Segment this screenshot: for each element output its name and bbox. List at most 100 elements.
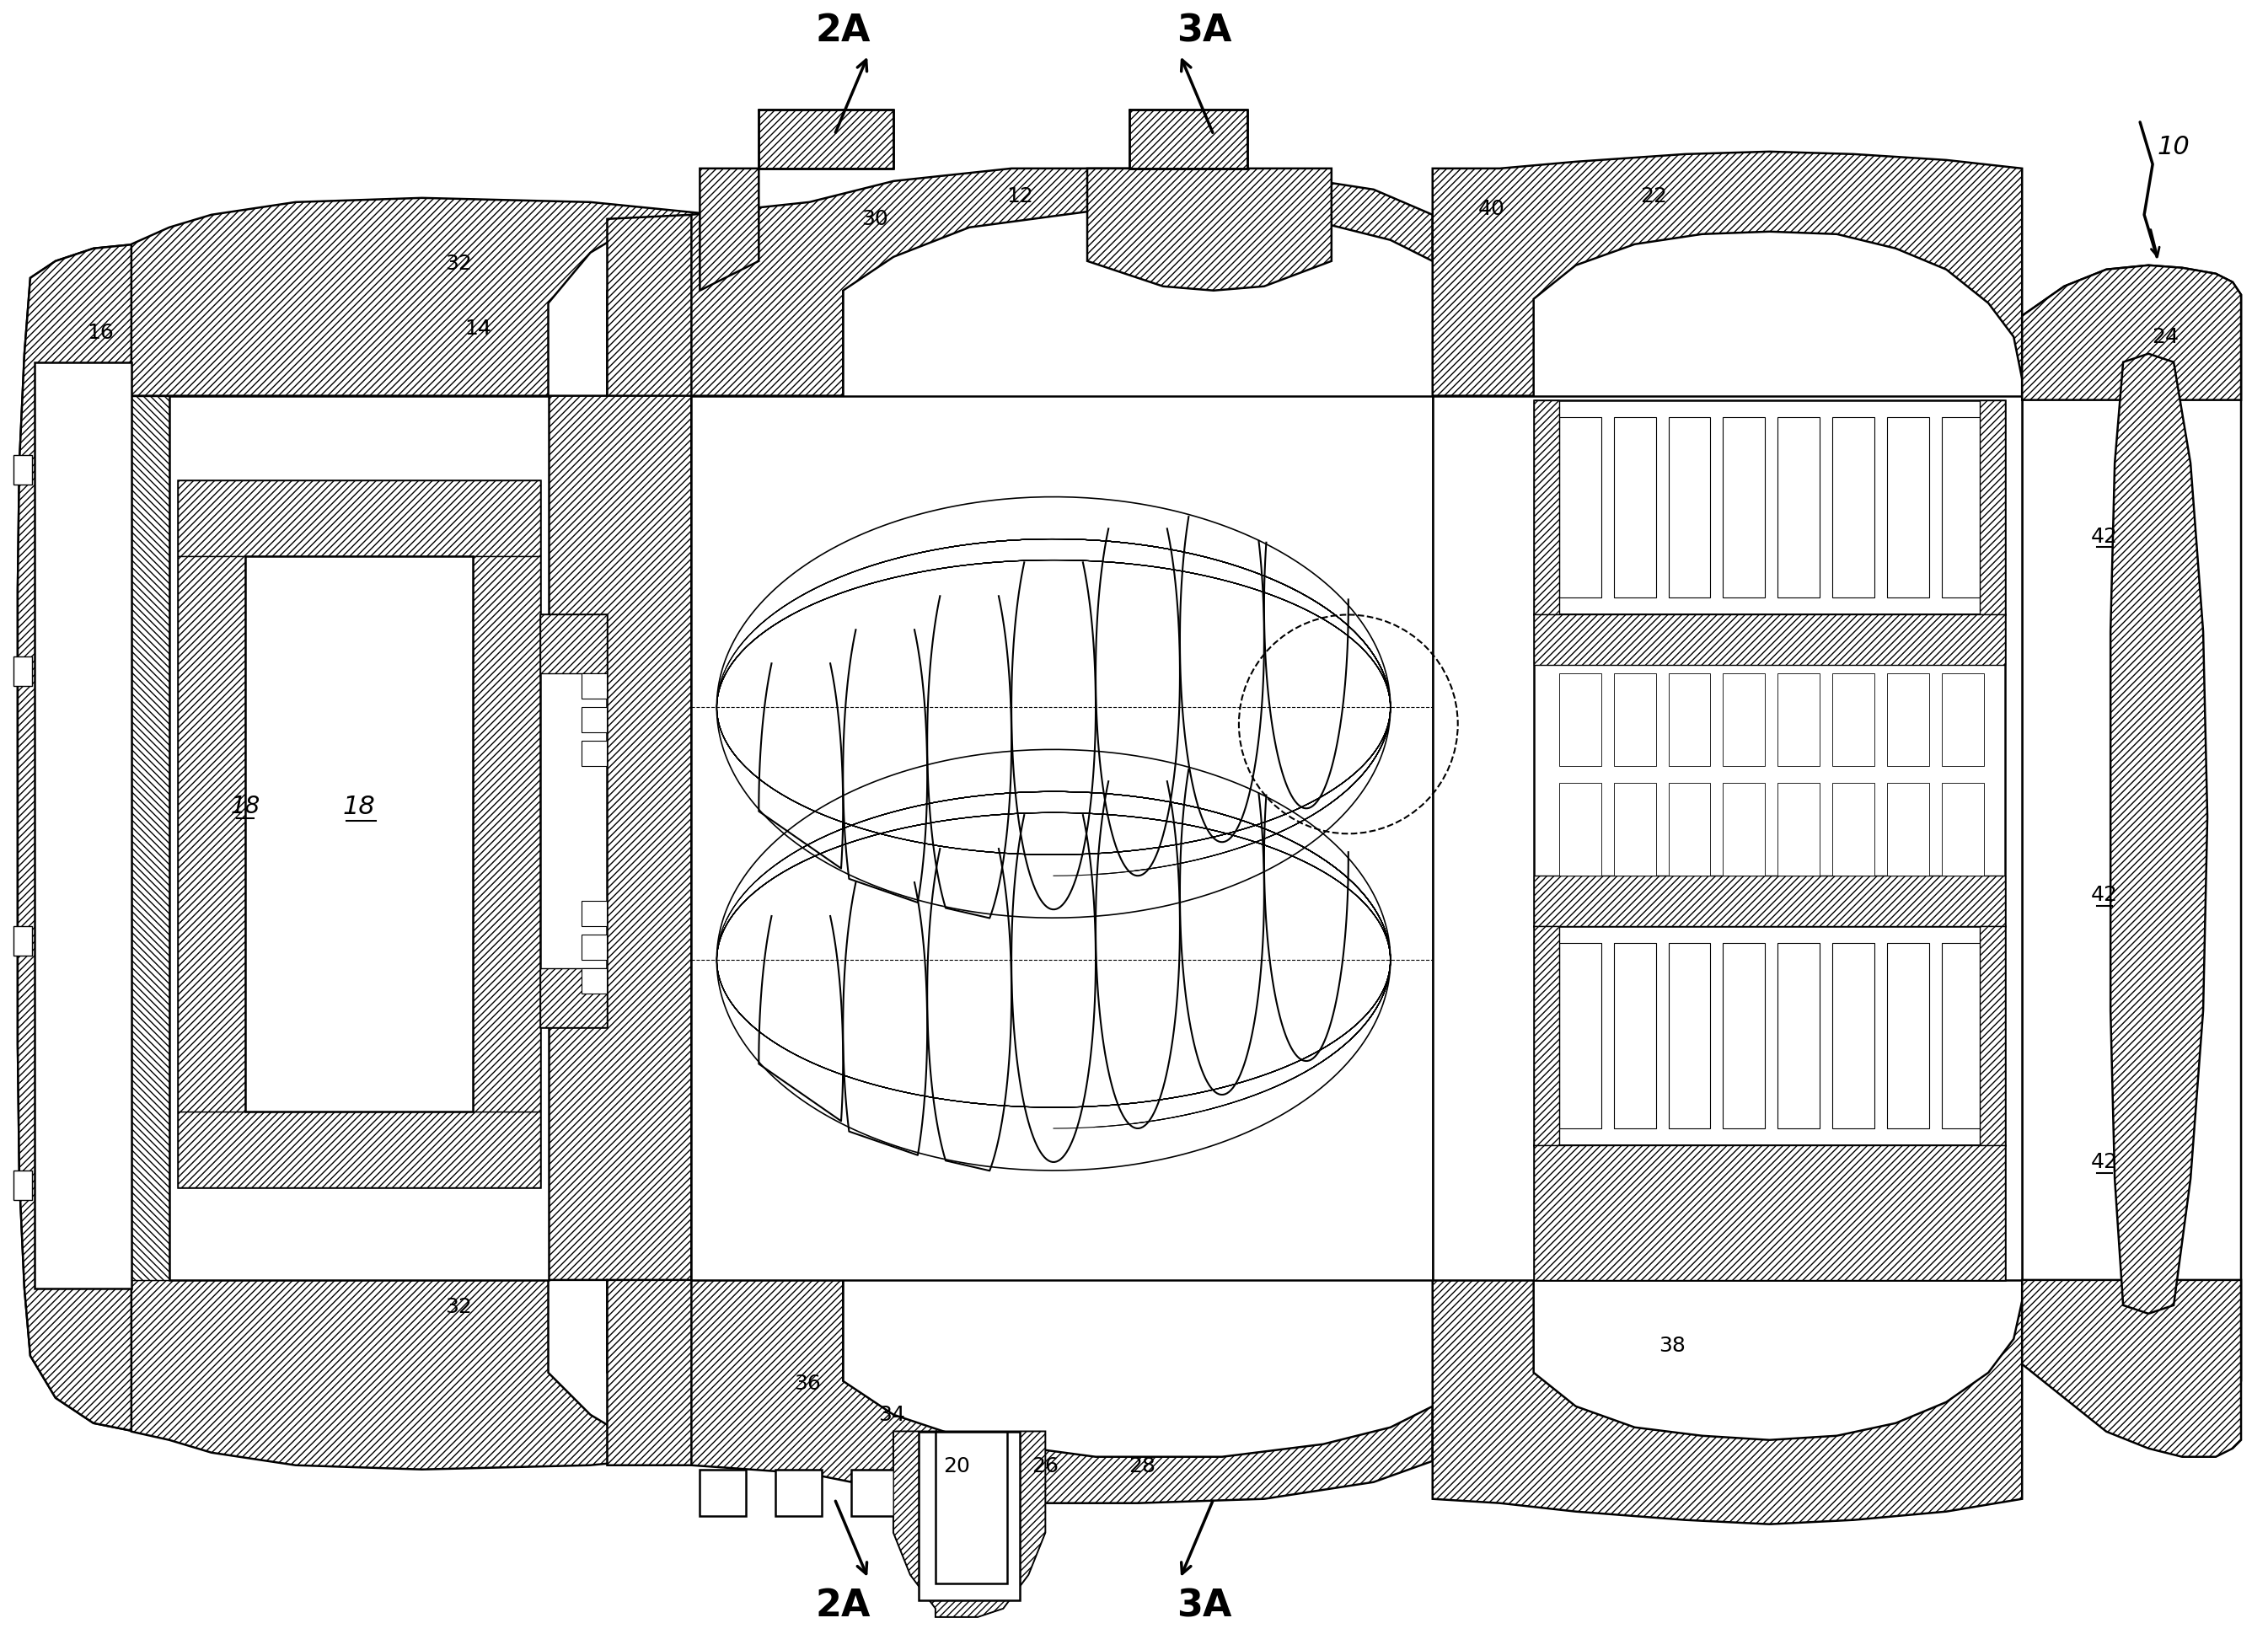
Polygon shape xyxy=(1433,395,2023,1279)
Polygon shape xyxy=(1433,152,2023,400)
Polygon shape xyxy=(1724,673,1765,766)
Polygon shape xyxy=(1669,783,1710,876)
Polygon shape xyxy=(1833,673,1876,766)
Text: 40: 40 xyxy=(1479,199,1506,219)
Polygon shape xyxy=(1558,673,1601,766)
Text: 14: 14 xyxy=(465,319,492,338)
Polygon shape xyxy=(1533,1145,2005,1279)
Polygon shape xyxy=(1941,417,1984,598)
Polygon shape xyxy=(1778,673,1819,766)
Polygon shape xyxy=(132,198,717,395)
Polygon shape xyxy=(1558,417,1601,598)
Polygon shape xyxy=(18,243,136,1431)
Text: 42: 42 xyxy=(2091,526,2118,546)
Polygon shape xyxy=(1724,943,1765,1129)
Polygon shape xyxy=(1778,417,1819,598)
Polygon shape xyxy=(583,935,608,961)
Text: 30: 30 xyxy=(862,209,889,229)
Polygon shape xyxy=(692,168,1433,395)
Text: 12: 12 xyxy=(1007,186,1034,206)
Polygon shape xyxy=(1533,614,2005,665)
Polygon shape xyxy=(1887,417,1930,598)
Polygon shape xyxy=(1129,109,1247,168)
Polygon shape xyxy=(14,657,32,686)
Polygon shape xyxy=(692,1279,1433,1503)
Polygon shape xyxy=(14,1170,32,1199)
Polygon shape xyxy=(177,556,245,1111)
Polygon shape xyxy=(894,1431,1046,1616)
Polygon shape xyxy=(701,168,760,291)
Text: 18: 18 xyxy=(231,794,261,819)
Text: $\mathbf{3A}$: $\mathbf{3A}$ xyxy=(1177,1587,1234,1624)
Polygon shape xyxy=(177,480,540,1188)
Text: 32: 32 xyxy=(445,1297,472,1317)
Polygon shape xyxy=(850,1469,898,1516)
Polygon shape xyxy=(1533,1145,2005,1279)
Text: 18: 18 xyxy=(342,794,374,819)
Polygon shape xyxy=(692,395,1433,1279)
Polygon shape xyxy=(1613,673,1656,766)
Polygon shape xyxy=(608,1175,844,1466)
Polygon shape xyxy=(1533,926,2005,1145)
Polygon shape xyxy=(1887,673,1930,766)
Polygon shape xyxy=(1887,783,1930,876)
Polygon shape xyxy=(583,900,608,926)
Polygon shape xyxy=(1669,673,1710,766)
Polygon shape xyxy=(1887,943,1930,1129)
Text: 38: 38 xyxy=(1660,1335,1685,1356)
Polygon shape xyxy=(1558,783,1601,876)
Polygon shape xyxy=(1778,943,1819,1129)
Text: $\mathbf{2A}$: $\mathbf{2A}$ xyxy=(814,1587,871,1624)
Polygon shape xyxy=(18,243,136,1431)
Polygon shape xyxy=(540,969,608,1028)
Polygon shape xyxy=(919,1431,1021,1600)
Text: 22: 22 xyxy=(1640,186,1667,206)
Text: 16: 16 xyxy=(86,322,113,343)
Polygon shape xyxy=(1941,943,1984,1129)
Polygon shape xyxy=(1778,783,1819,876)
Polygon shape xyxy=(540,614,608,1028)
Text: $\mathbf{3A}$: $\mathbf{3A}$ xyxy=(1177,13,1234,49)
Polygon shape xyxy=(1669,943,1710,1129)
Polygon shape xyxy=(1533,876,2005,926)
Polygon shape xyxy=(14,926,32,956)
Polygon shape xyxy=(583,708,608,732)
Polygon shape xyxy=(608,214,844,502)
Polygon shape xyxy=(1086,168,1331,291)
Polygon shape xyxy=(1941,783,1984,876)
Polygon shape xyxy=(1533,400,1558,614)
Polygon shape xyxy=(1433,1279,2023,1525)
Polygon shape xyxy=(1980,926,2005,1145)
Polygon shape xyxy=(177,480,540,556)
Polygon shape xyxy=(549,248,692,1415)
Polygon shape xyxy=(937,1431,1007,1583)
Polygon shape xyxy=(2023,265,2241,400)
Polygon shape xyxy=(760,109,894,168)
Polygon shape xyxy=(1724,783,1765,876)
Polygon shape xyxy=(1613,783,1656,876)
Polygon shape xyxy=(583,673,608,699)
Polygon shape xyxy=(132,395,170,1279)
Polygon shape xyxy=(170,395,549,1279)
Text: 24: 24 xyxy=(2152,327,2180,346)
Polygon shape xyxy=(177,1111,540,1188)
Polygon shape xyxy=(1669,417,1710,598)
Polygon shape xyxy=(583,742,608,766)
Polygon shape xyxy=(1533,400,2005,614)
Polygon shape xyxy=(1724,417,1765,598)
Polygon shape xyxy=(14,454,32,484)
Polygon shape xyxy=(776,1469,821,1516)
Text: 42: 42 xyxy=(2091,886,2118,905)
Polygon shape xyxy=(583,969,608,993)
Polygon shape xyxy=(540,614,608,673)
Polygon shape xyxy=(894,1431,1046,1616)
Polygon shape xyxy=(245,556,472,1111)
Polygon shape xyxy=(1533,614,2005,926)
Polygon shape xyxy=(472,556,540,1111)
Polygon shape xyxy=(132,1279,717,1469)
Text: 20: 20 xyxy=(943,1456,971,1476)
Polygon shape xyxy=(2023,265,2241,1397)
Text: 28: 28 xyxy=(1129,1456,1154,1476)
Polygon shape xyxy=(1533,926,1558,1145)
Polygon shape xyxy=(34,363,132,1288)
